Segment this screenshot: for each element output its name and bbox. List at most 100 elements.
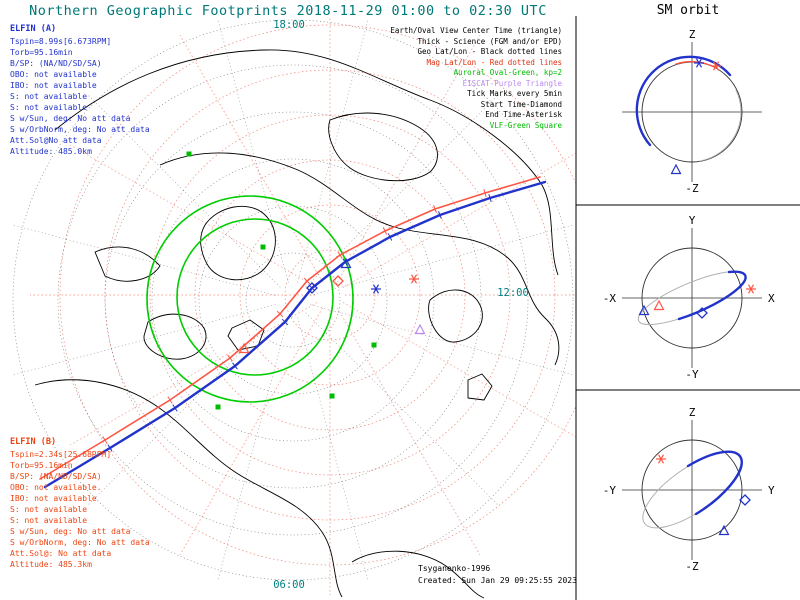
vlf-square-marker [329,393,335,399]
tick-mark [433,205,437,213]
legend-item: VLF-Green Square [489,120,562,130]
sm-axis-label: Y [768,484,775,497]
satellite-info-line: Att.Sol@: No att data [10,549,112,558]
satellite-info-line: Altitude: 485.3km [10,560,92,569]
satellite-info-line: Torb=95.16min [10,48,73,57]
vlf-square-marker [371,342,377,348]
end-asterisk-marker [372,284,380,294]
legend-item: Start Time-Diamond [480,99,562,109]
tick-mark [107,444,113,452]
tick-mark [488,194,492,202]
elfin-b-footprint [39,176,541,480]
legend-item: Tick Marks every 5min [467,89,562,98]
satellite-name: ELFIN (B) [10,437,57,447]
satellite-info-line: Tspin=8.99s[6.673RPM] [10,37,112,46]
tick-mark [303,277,311,285]
sm-axis-label: X [768,292,775,305]
satellite-info-line: OBO: not available. [10,483,102,492]
tick-mark [227,354,233,362]
triangle-marker [340,257,352,269]
satellite-info-line: OBO: not available [10,70,97,79]
start-diamond-marker [332,275,344,287]
elfin-a-info-block: ELFIN (A) Tspin=8.99s[6.673RPM] Torb=95.16… [10,24,150,157]
end-asterisk-marker [695,58,703,68]
mag-grid [30,16,576,595]
mlt-label: 06:00 [273,579,305,591]
auroral-oval [146,195,354,403]
earth-circle [641,247,743,349]
end-asterisk-marker [410,274,418,284]
satellite-info-line: Altitude: 485.0km [10,147,92,156]
tick-mark [172,404,178,412]
satellite-info-line: IBO: not available [10,81,97,90]
tick-mark [308,284,316,292]
tick-mark [281,318,289,326]
start-diamond-marker [306,282,318,294]
tick-mark [483,189,487,197]
sm-orbit-title: SM orbit [656,3,720,18]
orbit-arc [635,55,732,147]
tick-mark [382,227,388,235]
tick-mark [167,396,173,404]
tick-mark [276,310,284,318]
sm-axis-label: -Y [685,368,699,381]
tick-mark [387,233,393,241]
orbit-arc [686,450,744,516]
earth-circle [641,439,743,541]
tick-mark [232,362,238,370]
created-timestamp: Created: Sun Jan 29 09:25:55 2023 [418,576,577,585]
tick-mark [438,211,442,219]
geo-grid [12,19,574,581]
satellite-info-line: S: not available [10,92,88,101]
sm-axis-label: Y [689,214,696,227]
satellite-info-line: S w/OrbNorm, deg: No att data [10,538,150,547]
start-diamond-marker [696,307,708,319]
orbit-arc [699,89,742,162]
legend-item: Mag Lat/Lon - Red dotted lines [426,57,562,67]
satellite-info-line: S: not available [10,516,88,525]
vlf-square-marker [186,151,192,157]
legend-item: Auroral Oval-Green, kp=2 [453,68,562,77]
satellite-info-line: S: not available [10,505,88,514]
sm-axis-label: Z [689,406,696,419]
satellite-info-line: S w/OrbNorm, deg: No att data [10,125,150,134]
sm-panel: Y -Y -X X [603,214,775,381]
legend-item: Earth/Oval View Center Time (triangle) [390,26,562,35]
tick-mark [337,251,343,259]
sm-axis-label: -Y [603,484,617,497]
mlt-label: 18:00 [273,19,305,31]
vlf-square-marker [260,244,266,250]
end-asterisk-marker [657,454,665,464]
sm-axis-label: -X [603,292,617,305]
triangle-marker [670,163,682,175]
satellite-info-line: Tspin=2.34s[25.68RPM] [10,450,112,459]
satellite-name: ELFIN (A) [10,24,57,34]
legend-item: EISCAT-Purple Triangle [462,78,562,88]
satellite-info-line: S w/Sun, deg: No att data [10,527,131,536]
polar-map: 18:00 12:00 06:00 [12,16,576,599]
start-diamond-marker [739,494,751,506]
orbit-arc [677,270,747,321]
figure-title: Northern Geographic Footprints 2018-11-2… [29,3,547,19]
sm-panel: Z -Z [622,28,762,195]
legend-item: Geo Lat/Lon - Black dotted lines [417,47,563,56]
satellite-info-line: B/SP: (NA/ND/SD/SA) [10,59,102,68]
triangle-marker [414,323,426,335]
elfin-b-info-block: ELFIN (B) Tspin=2.34s[25.68RPM] Torb=95.16… [10,437,150,570]
sm-axis-label: Z [689,28,696,41]
triangle-marker [238,342,250,354]
legend-item: Thick - Science (FGM and/or EPD) [417,36,563,46]
satellite-info-line: B/SP: (NA/ND/SD/SA) [10,472,102,481]
satellite-info-line: S: not available [10,103,88,112]
satellite-info-line: Torb=95.16min [10,461,73,470]
vlf-square-marker [215,404,221,410]
tick-mark [102,436,108,444]
sm-axis-label: -Z [685,560,699,573]
triangle-marker [718,524,730,536]
satellite-info-line: S w/Sun, deg: No att data [10,114,131,123]
sm-orbit-panels: Z -Z Y -Y -X X Z -Z -Y Y [575,16,800,600]
model-credit: Tsyganenko-1996 [418,564,491,573]
triangle-marker [653,299,665,311]
